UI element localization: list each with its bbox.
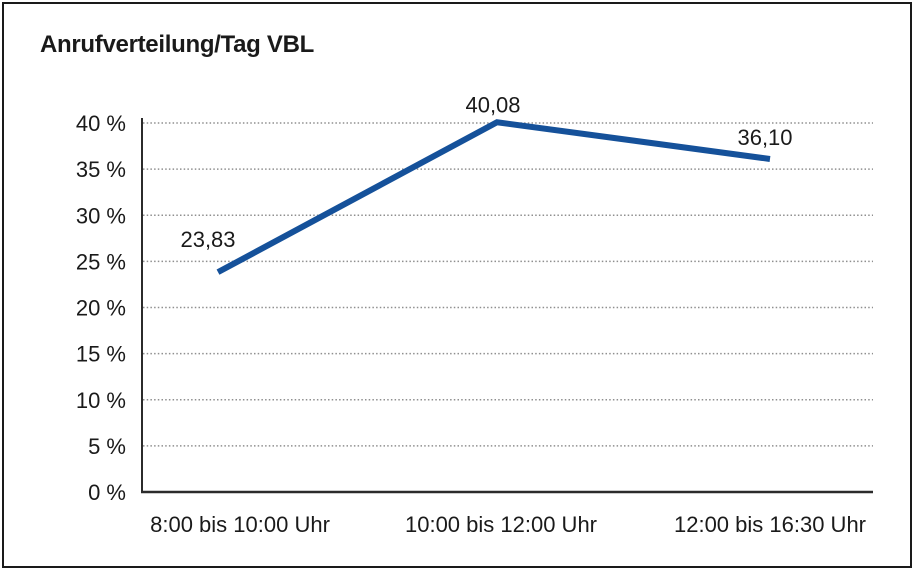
y-axis-tick-label: 30 % [76,203,126,228]
data-point-label: 36,10 [737,125,792,150]
y-axis-tick-label: 35 % [76,157,126,182]
x-axis-category-label: 8:00 bis 10:00 Uhr [150,512,330,537]
chart-title: Anrufverteilung/Tag VBL [40,31,314,58]
x-axis-category-label: 10:00 bis 12:00 Uhr [405,512,597,537]
y-axis-tick-label: 25 % [76,249,126,274]
data-point-label: 40,08 [465,92,520,117]
data-series-line [216,119,771,275]
y-axis-tick-label: 0 % [88,480,126,505]
data-point-label: 23,83 [180,227,235,252]
y-axis-tick-label: 40 % [76,111,126,136]
y-axis-tick-label: 5 % [88,434,126,459]
y-axis-tick-label: 20 % [76,296,126,321]
y-axis-tick-label: 10 % [76,388,126,413]
y-axis-tick-label: 15 % [76,342,126,367]
x-axis-category-label: 12:00 bis 16:30 Uhr [674,512,866,537]
